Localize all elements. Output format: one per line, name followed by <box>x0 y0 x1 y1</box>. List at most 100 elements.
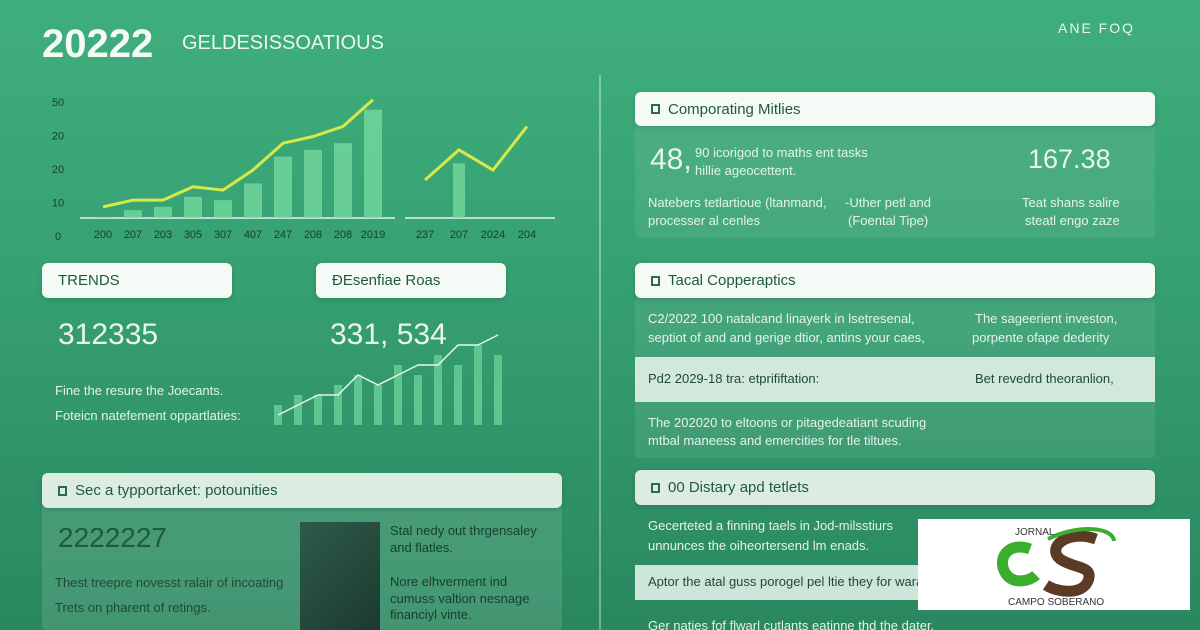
text: porpente ofape dederity <box>972 330 1110 345</box>
text: cumuss valtion nesnage <box>390 591 530 606</box>
text: -Uther petl and <box>845 195 931 210</box>
bar <box>314 395 322 425</box>
card-title: 00 Distary apd tetlets <box>668 479 809 496</box>
title: 20222 <box>42 22 154 66</box>
text: septiot of and and gerige dtior, antins … <box>648 330 925 345</box>
bar <box>214 200 232 218</box>
x-tick-label: 200 <box>94 229 112 241</box>
logo-top: JORNAL <box>1015 527 1055 538</box>
logo-swoosh <box>1047 527 1116 542</box>
text: C2/2022 100 natalcand linayerk in lsetre… <box>648 311 915 326</box>
metric: 2222227 <box>58 522 168 553</box>
line <box>102 98 374 209</box>
x-tick-label: 247 <box>274 229 292 241</box>
card-title: Tacal Copperaptics <box>668 272 796 289</box>
text: mtbal maneess and emercities for tle til… <box>648 433 902 448</box>
bar <box>244 183 262 218</box>
text: (Foental Tipe) <box>848 213 929 228</box>
text: financiyl vinte. <box>390 607 472 622</box>
text: Nore elhverment ind <box>390 574 508 589</box>
charts: 0 10 20 20 50 200 207 203 305 307 407 247 208 208 2019… <box>52 97 555 243</box>
bar <box>374 385 382 425</box>
card-title: Sec a typportarket: potounities <box>75 482 278 499</box>
text: 90 icorigod to maths ent tasks <box>695 145 868 160</box>
text: Stal nedy out thrgensaley <box>390 523 537 538</box>
text: Bet revedrd theoranlion, <box>975 371 1114 386</box>
bar <box>274 156 292 218</box>
menu[interactable]: ANE FOQ <box>1058 20 1136 36</box>
line <box>277 334 499 416</box>
text: Fine the resure the Joecants. <box>55 383 224 398</box>
line <box>424 125 529 182</box>
y-tick-label: 50 <box>52 97 64 109</box>
x-tick-label: 207 <box>450 229 468 241</box>
bar <box>434 355 442 425</box>
x-tick-label: 307 <box>214 229 232 241</box>
card-header[interactable]: Sec a typportarket: potounities <box>42 473 562 508</box>
spark-chart <box>274 334 502 425</box>
text: The 202020 to eltoons or pitagedeatiant … <box>648 415 927 430</box>
bar <box>394 365 402 425</box>
bar <box>364 109 382 218</box>
metric: 331, 534 <box>330 318 447 351</box>
bar <box>154 206 172 218</box>
bar <box>94 216 112 218</box>
y-tick-label: 0 <box>55 231 61 243</box>
card-title: Comporating Mitlies <box>668 100 801 118</box>
metric: 48, <box>650 143 692 176</box>
card-header[interactable]: 00 Distary apd tetlets <box>635 470 1155 505</box>
metric: 167.38 <box>1028 144 1111 174</box>
row-band <box>635 357 1155 402</box>
x-tick-label: 203 <box>154 229 172 241</box>
card-header[interactable]: Comporating Mitlies <box>635 92 1155 126</box>
text: unnunces the oiheortersend lm enads. <box>648 538 870 553</box>
x-tick-label: 207 <box>124 229 142 241</box>
panel <box>635 126 1155 238</box>
x-tick-label: 2024 <box>481 229 505 241</box>
x-tick-label: 2019 <box>361 229 385 241</box>
bar <box>454 365 462 425</box>
y-tick-label: 20 <box>52 130 64 142</box>
bar <box>294 395 302 425</box>
text: Trets on pharent of retings. <box>55 600 211 615</box>
x-tick-label: 208 <box>304 229 322 241</box>
text: processer al cenles <box>648 213 760 228</box>
text: Teat shans salire <box>1022 195 1120 210</box>
bar <box>474 345 482 425</box>
card-header[interactable]: TRENDS <box>42 263 232 298</box>
logo-bottom: CAMPO SOBERANO <box>1008 597 1105 608</box>
bar <box>453 163 465 218</box>
text: Natebers tetlartioue (ltanmand, <box>648 195 827 210</box>
logo-s <box>1042 530 1098 597</box>
text: and flatles. <box>390 540 453 555</box>
text: Aptor the atal guss porogel pel ltie the… <box>648 574 924 589</box>
bar <box>124 210 142 218</box>
x-tick-label: 407 <box>244 229 262 241</box>
text: Ger naties fof flwarl cutlants eatinne t… <box>648 618 935 630</box>
bar <box>494 355 502 425</box>
divider <box>599 75 601 630</box>
logo: JORNAL CAMPO SOBERANO <box>918 519 1190 610</box>
bar <box>304 149 322 218</box>
metric: 312335 <box>58 318 159 351</box>
bar <box>354 375 362 425</box>
text: hillie ageocettent. <box>695 163 797 178</box>
bar <box>334 385 342 425</box>
subtitle: GELDESISSOATIOUS <box>182 32 384 54</box>
y-tick-label: 20 <box>52 164 64 176</box>
text: steatl engo zaze <box>1025 213 1120 228</box>
logo-c <box>996 541 1040 587</box>
bar <box>334 143 352 218</box>
x-tick-label: 305 <box>184 229 202 241</box>
x-tick-label: 208 <box>334 229 352 241</box>
y-tick-label: 10 <box>52 197 64 209</box>
text: Thest treepre novesst ralair of incoatin… <box>55 575 284 590</box>
bar <box>414 375 422 425</box>
card-header[interactable]: ĐEsenfiae Roas <box>316 263 506 298</box>
card-header[interactable]: Tacal Copperaptics <box>635 263 1155 298</box>
logo-mark <box>996 527 1116 597</box>
photo <box>300 522 380 630</box>
bar <box>184 196 202 218</box>
text: Gecerteted a finning taels in Jod-milsst… <box>648 518 893 533</box>
